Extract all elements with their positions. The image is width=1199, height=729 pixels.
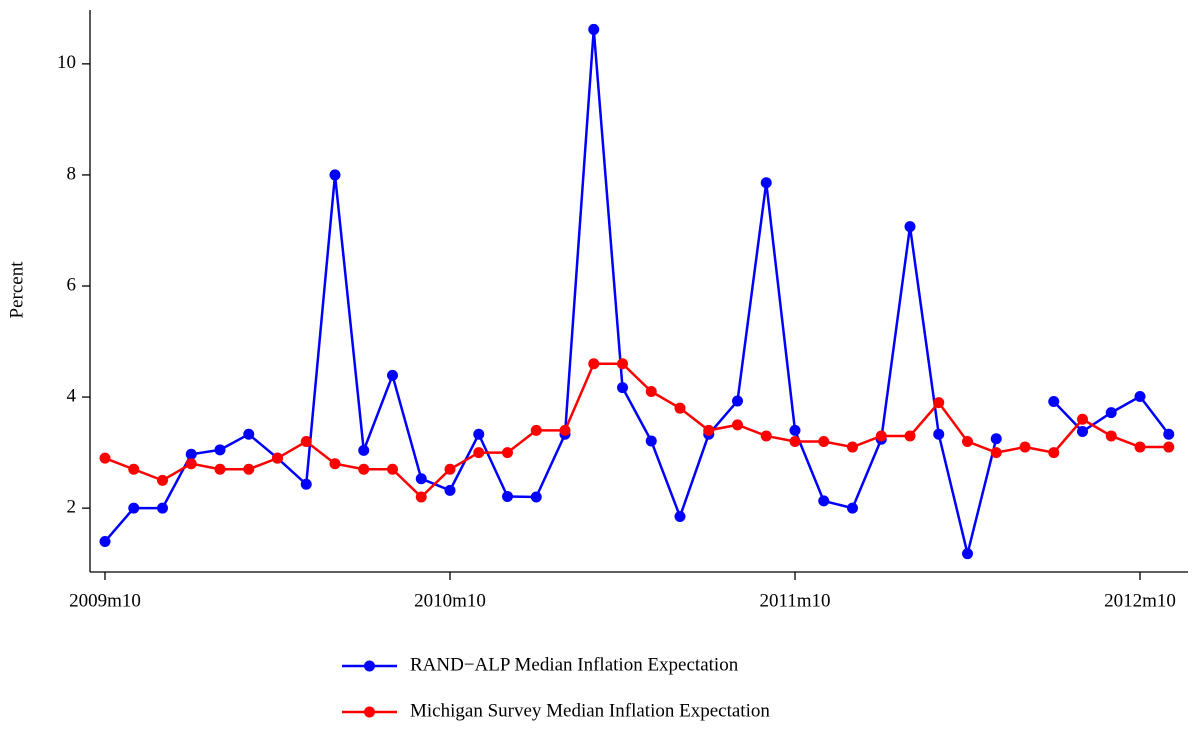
point (847, 502, 858, 514)
y-tick-label: 10 (57, 52, 76, 73)
point (990, 447, 1002, 459)
point (358, 444, 370, 456)
point (1134, 391, 1146, 403)
point (1048, 447, 1060, 459)
point (875, 430, 887, 442)
point (933, 397, 945, 409)
point (358, 463, 370, 475)
point (645, 435, 657, 447)
point (674, 402, 686, 414)
point (732, 419, 743, 431)
point (329, 458, 341, 470)
point (473, 447, 485, 459)
point (1077, 426, 1088, 437)
x-tick-label: 2012m10 (1104, 590, 1176, 611)
point (473, 428, 485, 440)
legend-label: RAND−ALP Median Inflation Expectation (410, 654, 739, 675)
point (990, 433, 1002, 445)
point (1105, 407, 1117, 419)
series-line (104, 362, 1169, 499)
point (962, 548, 973, 560)
x-tick-label: 2009m10 (69, 590, 141, 611)
point (789, 435, 801, 447)
point (502, 490, 513, 502)
point (617, 382, 628, 394)
point (789, 424, 801, 436)
x-tick-label: 2011m10 (759, 590, 830, 611)
legend-marker (364, 660, 375, 672)
y-axis-label: Percent (6, 261, 27, 319)
point (1134, 441, 1146, 453)
point (1163, 441, 1175, 453)
point (760, 430, 772, 442)
point (1019, 441, 1031, 453)
point (904, 221, 916, 233)
point (530, 424, 542, 436)
y-tick-label: 6 (67, 274, 77, 295)
point (1105, 430, 1117, 442)
point (99, 535, 111, 547)
point (962, 435, 973, 447)
point (128, 502, 140, 514)
point (415, 473, 427, 485)
point (185, 448, 197, 460)
point (588, 23, 600, 35)
series-line (104, 29, 1170, 554)
x-tick-label: 2010m10 (414, 590, 486, 611)
point (732, 395, 743, 407)
point (444, 484, 456, 496)
point (559, 424, 571, 436)
y-tick-label: 2 (67, 496, 77, 517)
point (444, 463, 456, 475)
point (904, 430, 916, 442)
point (818, 435, 830, 447)
point (99, 452, 111, 464)
point (933, 428, 945, 440)
point (214, 444, 226, 456)
point (415, 491, 427, 503)
point (530, 491, 542, 503)
point (1163, 428, 1175, 440)
point (703, 424, 715, 436)
y-tick-label: 4 (67, 385, 77, 406)
point (387, 463, 398, 475)
point (387, 369, 398, 381)
point (214, 463, 226, 475)
point (818, 495, 830, 507)
point (300, 478, 312, 490)
point (1077, 413, 1088, 425)
point (272, 452, 283, 464)
point (157, 474, 168, 486)
point (329, 169, 341, 181)
point (1048, 396, 1060, 408)
point (617, 358, 628, 370)
point (157, 502, 168, 514)
point (243, 428, 255, 440)
point (502, 447, 513, 459)
point (185, 458, 197, 470)
legend-marker (364, 706, 375, 718)
point (243, 463, 255, 475)
point (674, 510, 686, 522)
point (847, 441, 858, 453)
point (760, 177, 772, 189)
point (128, 463, 140, 475)
point (588, 358, 600, 370)
y-tick-label: 8 (67, 163, 77, 184)
point (645, 386, 657, 398)
legend-label: Michigan Survey Median Inflation Expecta… (410, 700, 770, 721)
point (300, 435, 312, 447)
